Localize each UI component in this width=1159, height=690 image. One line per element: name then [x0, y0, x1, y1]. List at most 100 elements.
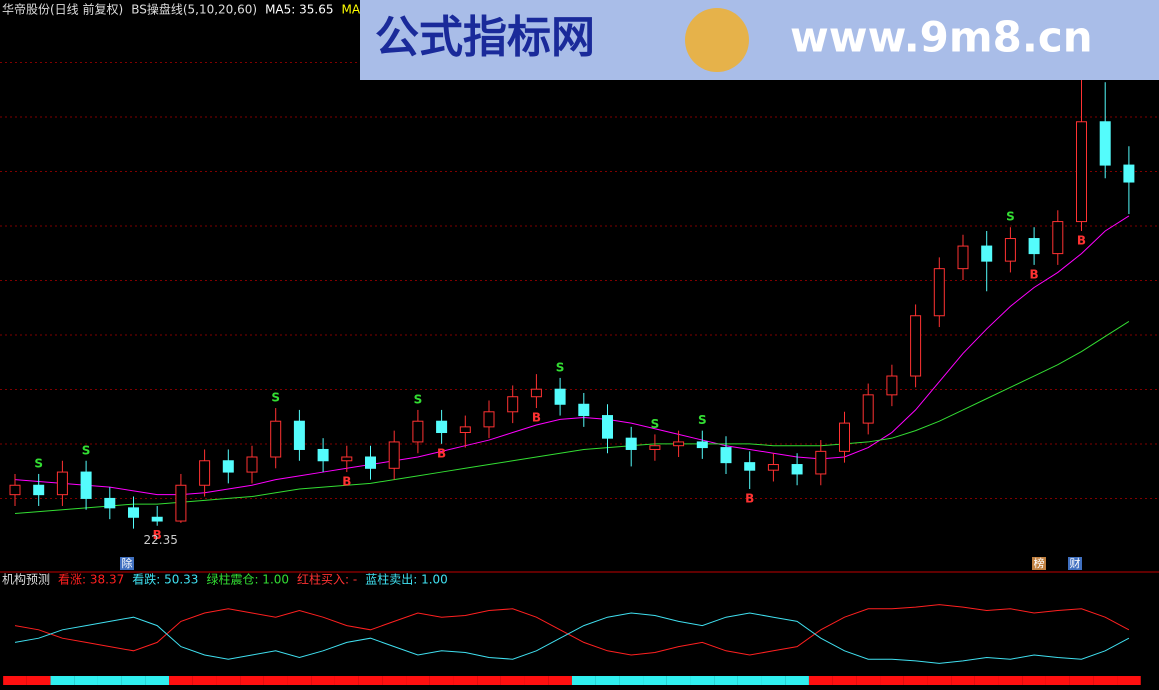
candle-body: [815, 450, 827, 475]
signal-strip: [74, 676, 98, 685]
watermark-logo: [685, 8, 749, 72]
candle-body: [720, 447, 732, 464]
header-label: MA5: 35.65: [265, 3, 333, 17]
signal-label: S: [414, 392, 423, 406]
candle-body: [957, 245, 969, 270]
signal-strip: [121, 676, 146, 685]
watermark-name: 公式指标网: [375, 12, 595, 63]
signal-strip: [595, 676, 620, 685]
signal-strip: [477, 676, 501, 685]
event-label: 除: [122, 556, 133, 570]
candle-body: [388, 441, 400, 469]
signal-label: B: [437, 446, 446, 460]
candle-body: [767, 464, 779, 471]
indicator-line: [14, 604, 1130, 656]
candle-body: [270, 420, 282, 458]
signal-label: B: [153, 528, 162, 542]
signal-strip: [50, 676, 75, 685]
signal-strip: [643, 676, 667, 685]
signal-strip: [97, 676, 122, 685]
candle-body: [602, 415, 613, 439]
candle-body: [507, 396, 519, 413]
event-label: 榜: [1034, 556, 1045, 570]
header-label: 华帝股份(日线 前复权): [2, 2, 123, 17]
signal-strip: [192, 676, 217, 685]
candle-body: [483, 411, 495, 428]
candle-body: [886, 375, 898, 396]
signal-strip: [429, 676, 454, 685]
signal-strip: [3, 676, 27, 685]
candle-body: [862, 394, 874, 424]
signal-strip: [240, 676, 264, 685]
candle-body: [104, 497, 116, 509]
signal-strip: [500, 676, 525, 685]
candle-body: [151, 516, 163, 522]
signal-strip: [1069, 676, 1094, 685]
signal-strip: [903, 676, 928, 685]
signal-strip: [998, 676, 1023, 685]
signal-strip: [382, 676, 407, 685]
signal-strip: [571, 676, 596, 685]
candle-body: [246, 456, 258, 473]
signal-label: B: [532, 411, 541, 425]
signal-label: S: [1006, 210, 1015, 224]
legend-label: 看涨: 38.37: [58, 572, 124, 587]
candle-body: [1004, 238, 1016, 262]
event-box: [120, 557, 134, 570]
signal-strip: [856, 676, 881, 685]
candle-body: [222, 460, 234, 473]
indicator-title: 机构预测: [2, 572, 50, 587]
signal-strip: [832, 676, 857, 685]
signal-label: S: [556, 360, 565, 374]
signal-strip: [927, 676, 952, 685]
signal-strip: [1022, 676, 1046, 685]
signal-strip: [26, 676, 51, 685]
signal-strip: [1117, 676, 1141, 685]
signal-label: B: [342, 475, 351, 489]
header-label: BS操盘线(5,10,20,60): [131, 2, 257, 17]
candle-body: [199, 460, 211, 486]
signal-strip: [548, 676, 572, 685]
signal-strip: [453, 676, 478, 685]
candle-body: [649, 445, 661, 450]
candle-body: [175, 484, 187, 522]
signal-strip: [216, 676, 241, 685]
candle-body: [459, 426, 471, 434]
candle-body: [341, 456, 353, 462]
candle-body: [554, 388, 566, 405]
legend-label: 看跌: 50.33: [132, 572, 198, 587]
event-box: [1032, 557, 1046, 570]
signal-strip: [263, 676, 288, 685]
signal-strip: [1045, 676, 1070, 685]
low-price-label: 22.35: [144, 533, 178, 547]
candle-body: [1052, 221, 1064, 255]
signal-label: B: [745, 492, 754, 506]
signal-strip: [880, 676, 904, 685]
signal-strip: [785, 676, 809, 685]
candle-body: [910, 315, 922, 377]
candle-body: [673, 441, 685, 447]
candle-body: [933, 268, 945, 317]
candle-body: [744, 462, 756, 471]
watermark-url: www.9m8.cn: [790, 13, 1093, 62]
signal-strip: [145, 676, 170, 685]
signal-strip: [737, 676, 762, 685]
signal-strip: [169, 676, 193, 685]
signal-label: S: [651, 417, 660, 431]
signal-label: S: [698, 413, 707, 427]
candle-body: [56, 471, 68, 496]
signal-label: S: [34, 456, 43, 470]
ma-line: [14, 320, 1130, 514]
legend-label: 绿柱震仓: 1.00: [206, 572, 289, 587]
signal-label: B: [1077, 234, 1086, 248]
candle-body: [1099, 121, 1111, 166]
candle-body: [1123, 164, 1135, 183]
candle-body: [80, 471, 92, 499]
candle-body: [839, 422, 850, 452]
indicator-line: [14, 612, 1130, 664]
candle-body: [33, 484, 45, 496]
candle-body: [293, 420, 305, 450]
signal-label: S: [82, 443, 91, 457]
legend-label: 红柱买入: -: [297, 572, 357, 587]
